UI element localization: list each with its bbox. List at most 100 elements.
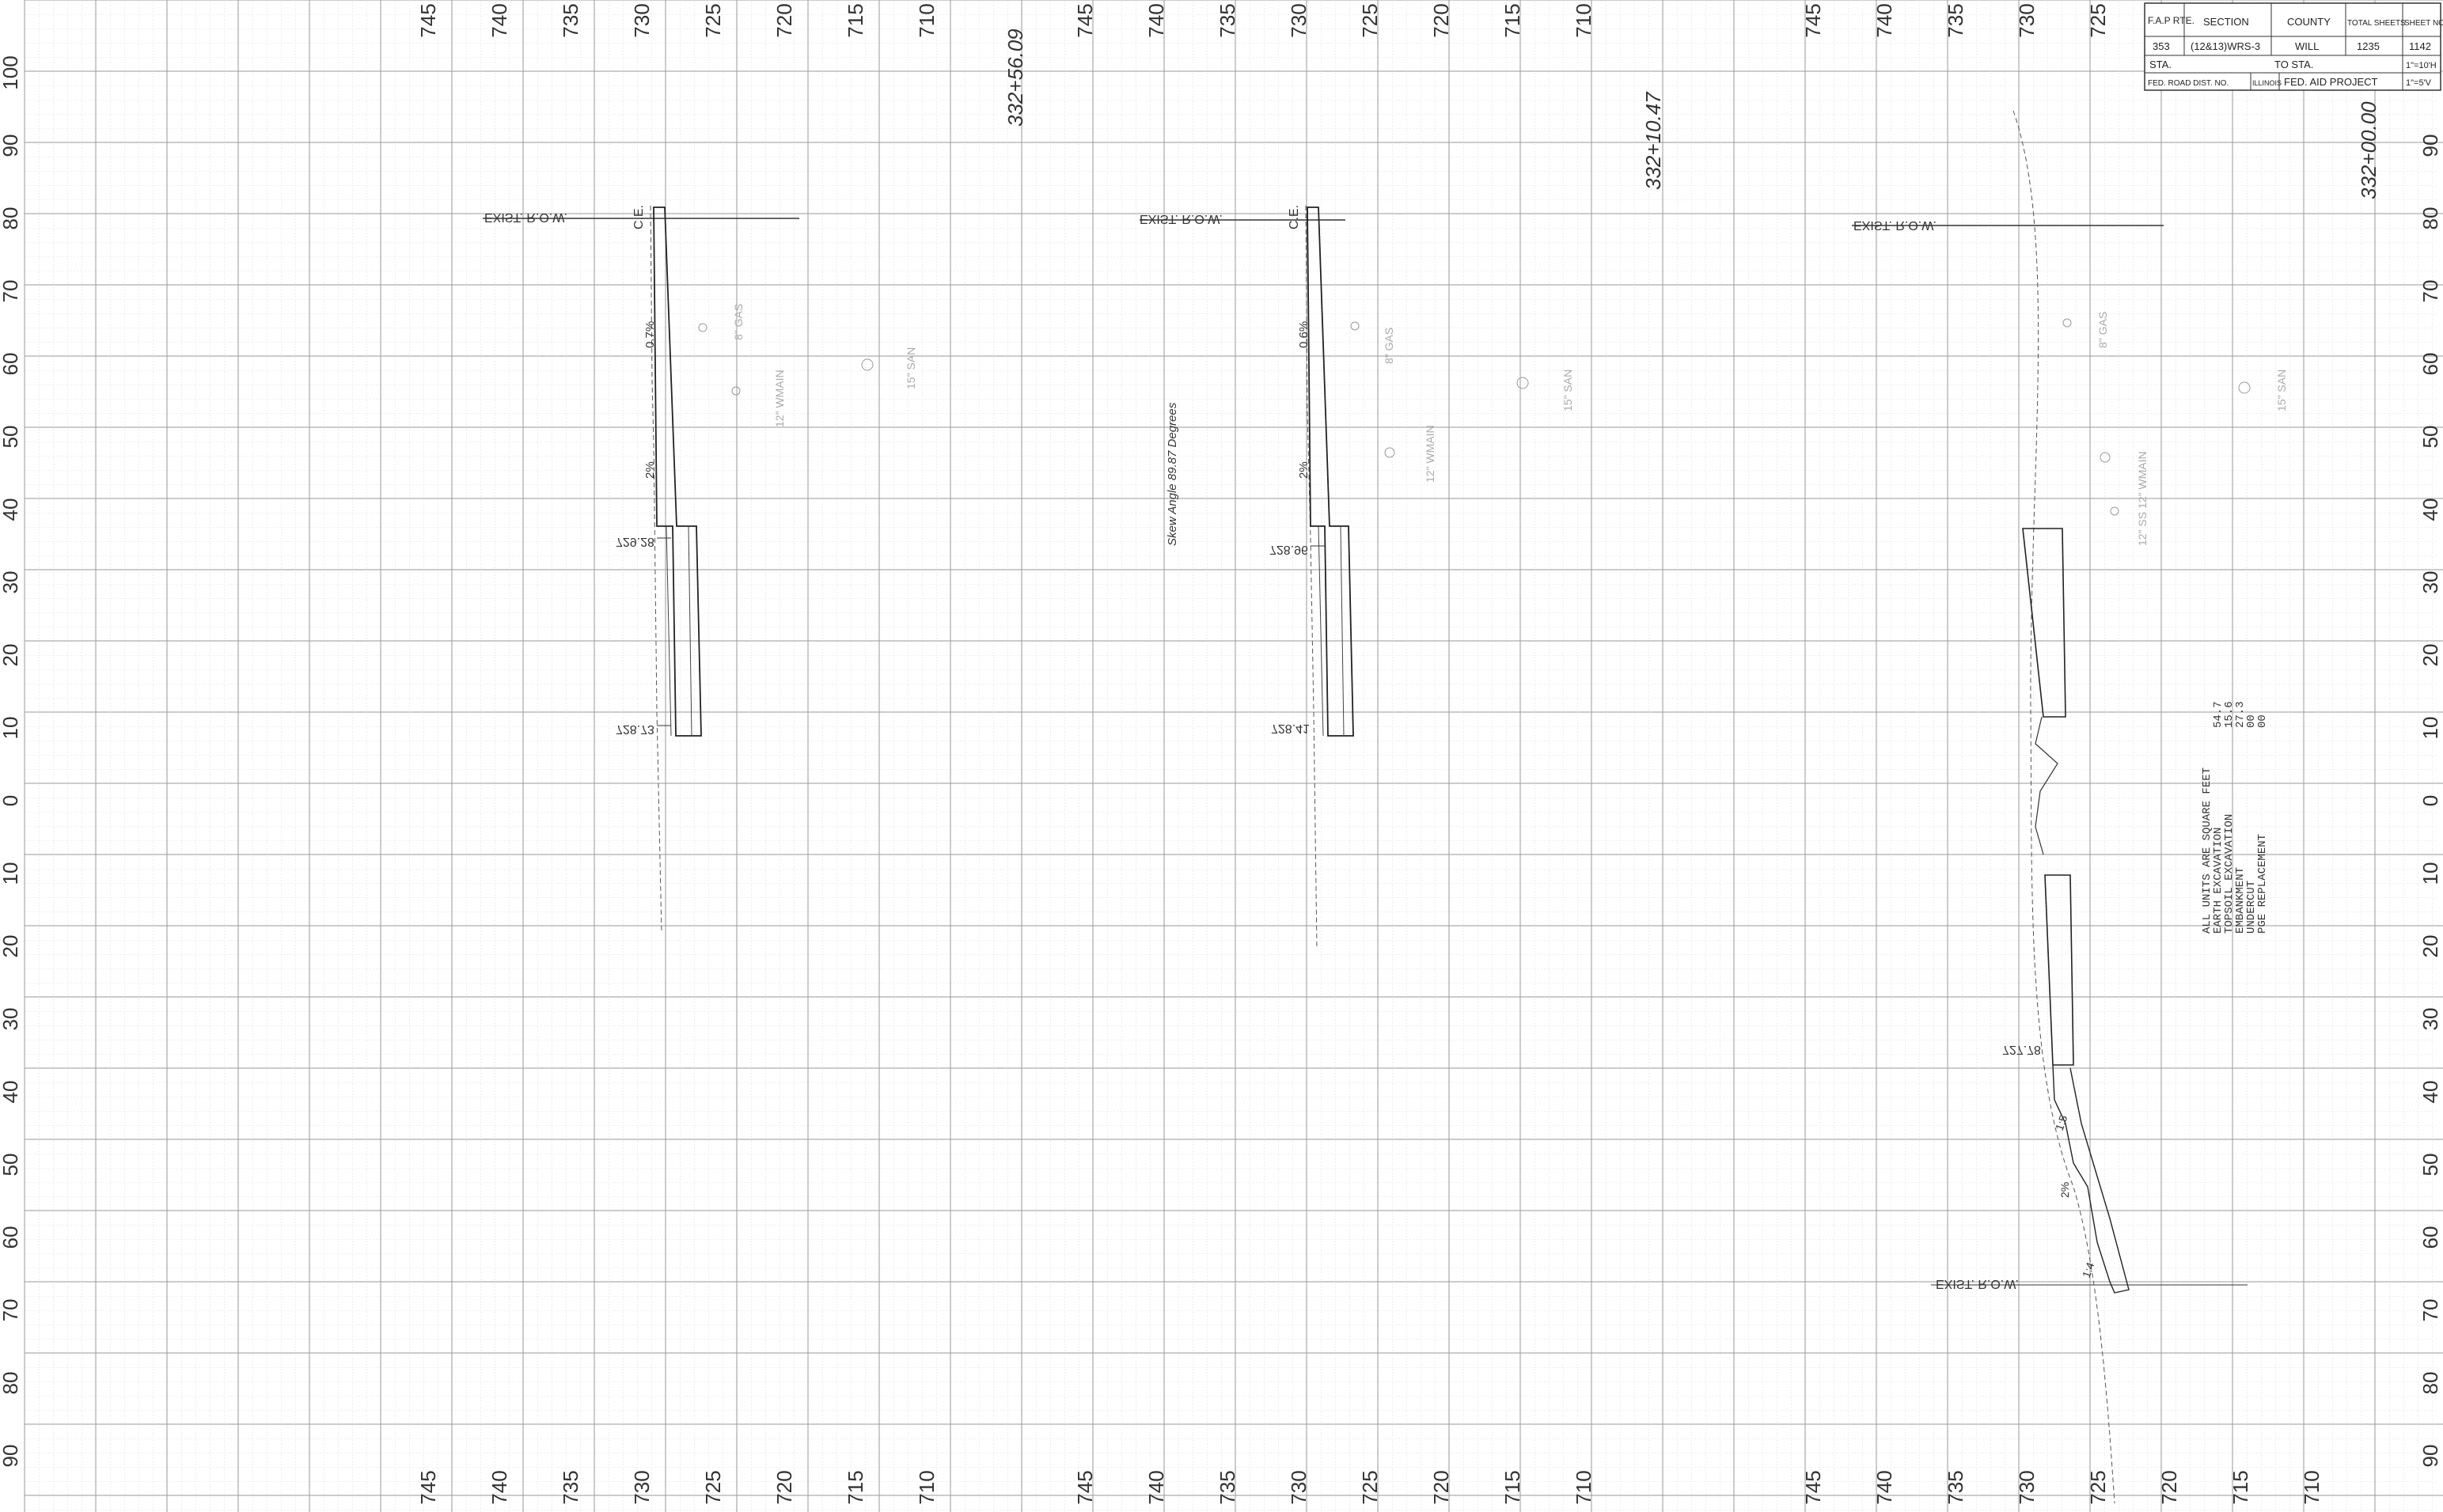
elevation-label: 730 — [2015, 1470, 2039, 1504]
row-label: EXIST. R.O.W. — [1853, 218, 1937, 232]
san-utility-icon — [861, 358, 874, 371]
elevation-label: 715 — [1500, 3, 1524, 37]
station-label: 332+00.00 — [2357, 101, 2380, 199]
elev-upper: 729.28 — [616, 535, 654, 548]
qty-value: 15.6 — [2223, 701, 2236, 728]
elevation-label: 730 — [630, 3, 654, 37]
offset-label: 20 — [2418, 935, 2442, 958]
elevation-axis-top: 745 740 735 730 725 720 715 710 745 740 735 730 725 7… — [416, 3, 2324, 37]
utility-san: 15" SAN — [2275, 369, 2288, 411]
elevation-label: 725 — [2086, 3, 2110, 37]
elevation-label: 745 — [416, 3, 440, 37]
ground-profile — [1305, 205, 1318, 950]
offset-label: 70 — [0, 1299, 22, 1322]
slope-mid: 2% — [1297, 461, 1311, 479]
offset-label: 80 — [2418, 207, 2442, 230]
elevation-label: 715 — [844, 1470, 867, 1504]
elevation-label: 720 — [1429, 1470, 1453, 1504]
tb-state: ILLINOIS — [2252, 79, 2282, 87]
elev-lower: 728.41 — [1271, 722, 1310, 735]
tb-rte: 353 — [2153, 40, 2170, 52]
slope-top: 0.6% — [1297, 321, 1311, 348]
offset-label: 50 — [2418, 426, 2442, 449]
ss-utility-icon — [2110, 506, 2119, 516]
tb-sheetno: 1142 — [2409, 40, 2431, 52]
elevation-label: 730 — [1287, 1470, 1311, 1504]
qty-label: EARTH EXCAVATION — [2212, 828, 2225, 934]
offset-label: 20 — [0, 644, 22, 667]
elevation-label: 715 — [2229, 1470, 2252, 1504]
elevation-label: 740 — [1144, 1470, 1168, 1504]
elevation-label: 720 — [772, 3, 796, 37]
utility-ss-wmain: 12" SS 12" WMAIN — [2136, 451, 2149, 546]
row-label-lower: EXIST. R.O.W. — [1936, 1277, 2019, 1290]
offset-label: 10 — [0, 717, 22, 740]
utility-wmain: 12" WMAIN — [1424, 425, 1436, 483]
elevation-label: 720 — [2157, 1470, 2181, 1504]
slope-top: 0.7% — [643, 321, 657, 348]
station-label: 332+56.09 — [1003, 28, 1027, 127]
utility-gas: 8" GAS — [732, 304, 745, 340]
ground-profile — [2012, 110, 2115, 1504]
skew-note: Skew Angle 89.87 Degrees — [1166, 402, 1179, 546]
utility-wmain: 12" WMAIN — [773, 369, 786, 427]
elevation-label: 735 — [1944, 3, 1967, 37]
offset-label: 20 — [0, 935, 22, 958]
offset-label: 10 — [0, 862, 22, 885]
tb-total: 1235 — [2357, 40, 2380, 52]
elev-lower: 727.78 — [2002, 1043, 2041, 1056]
major-grid — [24, 0, 2443, 1512]
gas-utility-icon — [2062, 318, 2072, 328]
quantities-header: ALL UNITS ARE SQUARE FEET — [2201, 767, 2213, 934]
offset-label: 30 — [2418, 1008, 2442, 1031]
offset-label: 30 — [2418, 571, 2442, 594]
elevation-label: 735 — [559, 3, 582, 37]
pavement-inner — [666, 525, 692, 737]
elevation-label: 725 — [2086, 1470, 2110, 1504]
offset-label: 40 — [2418, 498, 2442, 521]
elevation-label: 730 — [1287, 3, 1311, 37]
elevation-label: 740 — [487, 1470, 511, 1504]
elevation-label: 725 — [701, 3, 725, 37]
tb-to-sta: TO STA. — [2274, 59, 2313, 70]
elev-upper: 728.96 — [1269, 543, 1308, 556]
pavement-inner — [1318, 525, 1345, 737]
offset-label: 90 — [0, 135, 22, 157]
section-3: 332+00.00 EXIST. R.O.W. EXIST. R.O.W. 72… — [1852, 101, 2380, 1504]
elevation-label: 740 — [1144, 3, 1168, 37]
elevation-label: 710 — [2300, 1470, 2324, 1504]
gas-utility-icon — [698, 323, 707, 332]
elevation-label: 745 — [1073, 3, 1097, 37]
elevation-label: 745 — [1801, 3, 1825, 37]
tb-section: (12&13)WRS-3 — [2191, 40, 2260, 52]
offset-label: 30 — [0, 571, 22, 594]
utility-gas: 8" GAS — [2096, 312, 2109, 348]
pavement-lower — [2044, 874, 2074, 1066]
tb-scale-v: 1"=5'V — [2406, 78, 2432, 88]
elevation-axis-bottom: 745 740 735 730 725 720 715 710 745 740 735 730 725 7… — [416, 1470, 2324, 1504]
tb-header-section: SECTION — [2203, 16, 2249, 28]
elevation-label: 735 — [1216, 1470, 1239, 1504]
offset-label: 60 — [0, 1226, 22, 1249]
offset-label: 90 — [0, 1445, 22, 1468]
elevation-label: 725 — [701, 1470, 725, 1504]
elevation-label: 710 — [1572, 1470, 1595, 1504]
tb-fed-aid: FED. AID PROJECT — [2284, 76, 2378, 88]
slope-a: 1:5 — [2053, 1113, 2070, 1132]
title-block: F.A.P RTE. SECTION COUNTY TOTAL SHEETS S… — [2144, 2, 2443, 91]
qty-value: 00 — [2256, 714, 2269, 728]
offset-label: 50 — [0, 426, 22, 449]
qty-value: 00 — [2245, 714, 2258, 728]
elevation-label: 745 — [1073, 1470, 1097, 1504]
san-utility-icon — [2238, 381, 2251, 394]
qty-label: PGE REPLACEMENT — [2256, 834, 2269, 934]
row-label: EXIST. R.O.W. — [1140, 212, 1223, 225]
offset-label: 50 — [0, 1154, 22, 1177]
tb-county: WILL — [2295, 40, 2319, 52]
utility-gas: 8" GAS — [1383, 328, 1395, 364]
slope-mid: 2% — [643, 461, 657, 479]
elevation-label: 740 — [1872, 1470, 1896, 1504]
station-label: 332+10.47 — [1641, 91, 1665, 190]
elevation-label: 715 — [1500, 1470, 1524, 1504]
offset-label: 60 — [0, 353, 22, 376]
